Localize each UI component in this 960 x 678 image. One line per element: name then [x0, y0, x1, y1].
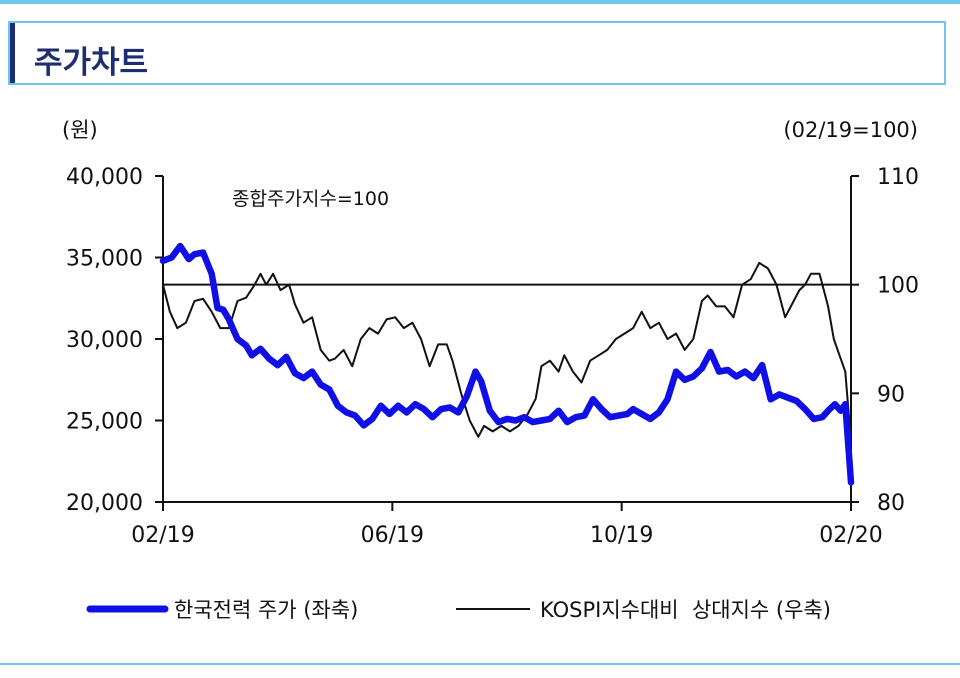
left-tick-label: 25,000	[66, 410, 143, 435]
legend-label-relative: KOSPI지수대비 상대지수 (우축)	[540, 598, 831, 622]
left-tick-label: 20,000	[66, 491, 143, 516]
x-tick-label: 10/19	[590, 523, 653, 548]
right-tick-label: 110	[877, 165, 919, 190]
right-tick-label: 100	[877, 274, 919, 299]
right-tick-label: 80	[877, 491, 905, 516]
left-tick-label: 40,000	[66, 165, 143, 190]
legend-label-price: 한국전력 주가 (좌축)	[174, 598, 358, 622]
right-axis-unit: (02/19=100)	[783, 118, 918, 142]
top-accent-rule	[0, 0, 960, 4]
bottom-accent-rule	[0, 663, 960, 665]
series-stock-price-line	[159, 242, 855, 486]
page-title: 주가차트	[34, 45, 149, 81]
title-accent-bar	[10, 23, 15, 83]
x-tick-label: 02/20	[819, 523, 882, 548]
reference-annotation: 종합주가지수=100	[232, 188, 389, 210]
left-axis-unit: (원)	[62, 118, 98, 142]
series-relative-index-line	[162, 261, 852, 443]
title-box: 주가차트	[8, 21, 946, 85]
legend: 한국전력 주가 (좌축) KOSPI지수대비 상대지수 (우축)	[86, 598, 831, 622]
x-tick-label: 02/19	[131, 523, 194, 548]
left-tick-label: 35,000	[66, 247, 143, 272]
left-tick-label: 30,000	[66, 328, 143, 353]
chart-ticks: 20,000 25,000 30,000 35,000 40,000 80 90 100 110…	[66, 165, 919, 548]
chart-axes	[162, 176, 852, 503]
right-tick-label: 90	[877, 382, 905, 407]
x-tick-label: 06/19	[361, 523, 424, 548]
